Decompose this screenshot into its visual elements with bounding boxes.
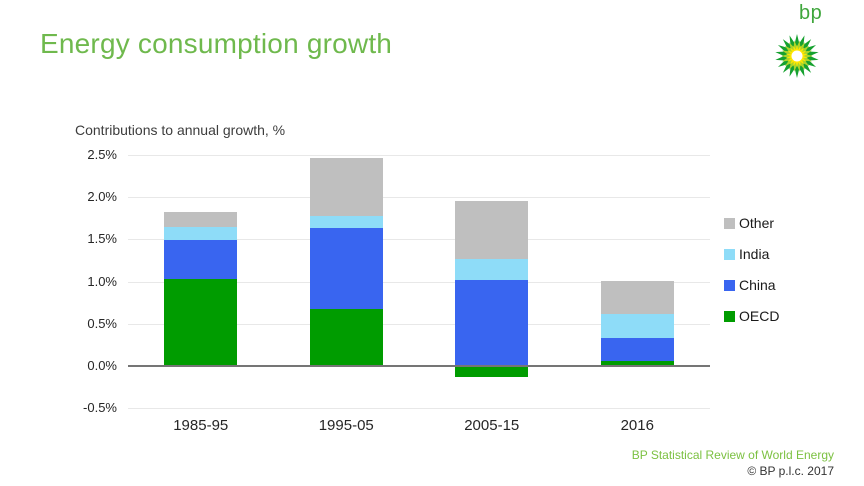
bar-segment-india: [600, 313, 674, 339]
bar-segment-china: [309, 227, 383, 309]
bar-segment-other: [600, 280, 674, 314]
y-tick-label: 0.0%: [87, 358, 117, 373]
legend-item-china: China: [724, 275, 779, 295]
bar-segment-oecd: [600, 360, 674, 366]
bar-segment-china: [600, 338, 674, 361]
chart-title: Contributions to annual growth, %: [75, 122, 286, 138]
legend-label: OECD: [739, 308, 780, 324]
bar-segment-other: [309, 158, 383, 216]
x-tick-label: 2016: [620, 417, 654, 434]
bar-segment-oecd: [164, 279, 238, 366]
legend-item-other: Other: [724, 213, 779, 233]
bp-helios-icon: [775, 34, 819, 78]
gridline: [128, 323, 710, 325]
legend-item-oecd: OECD: [724, 306, 779, 326]
bar-segment-india: [309, 215, 383, 228]
bar-segment-other: [164, 212, 238, 227]
y-tick-label: 0.5%: [87, 315, 117, 331]
gridline: [128, 197, 710, 199]
legend-item-india: India: [724, 244, 779, 264]
bar-segment-china: [455, 279, 529, 366]
x-tick-label: 1985-95: [173, 417, 229, 434]
x-tick-label: 1995-05: [318, 417, 374, 434]
bar-segment-oecd: [455, 366, 529, 377]
x-axis-zero-line: [128, 365, 710, 367]
y-tick-label: 2.5%: [87, 147, 117, 162]
legend-label: India: [739, 246, 770, 262]
y-tick-label: 2.0%: [87, 189, 117, 205]
y-tick-label: 1.5%: [87, 231, 117, 247]
bar-segment-india: [164, 226, 238, 241]
legend-swatch-icon: [724, 310, 735, 322]
y-tick-label: 1.0%: [87, 273, 117, 289]
bp-wordmark: bp: [799, 2, 823, 24]
footer-source: BP Statistical Review of World Energy: [631, 448, 834, 462]
legend-swatch-icon: [724, 279, 735, 291]
gridline: [128, 155, 710, 156]
x-tick-label: 2005-15: [464, 417, 520, 434]
bar-segment-oecd: [309, 308, 383, 366]
bar-segment-india: [455, 258, 529, 280]
legend-swatch-icon: [724, 248, 735, 260]
y-tick-label: -0.5%: [83, 400, 117, 416]
page-title: Energy consumption growth: [40, 28, 393, 59]
gridline: [128, 239, 710, 241]
bar-segment-other: [455, 200, 529, 259]
legend-swatch-icon: [724, 217, 735, 229]
gridline: [128, 281, 710, 283]
gridline: [128, 408, 710, 410]
legend-label: Other: [739, 215, 775, 231]
legend-label: China: [739, 277, 776, 293]
chart-legend: Other India China OECD: [724, 213, 779, 337]
bp-logo: bp: [768, 0, 858, 95]
bar-segment-china: [164, 240, 238, 280]
footer-copyright: © BP p.l.c. 2017: [747, 464, 834, 478]
